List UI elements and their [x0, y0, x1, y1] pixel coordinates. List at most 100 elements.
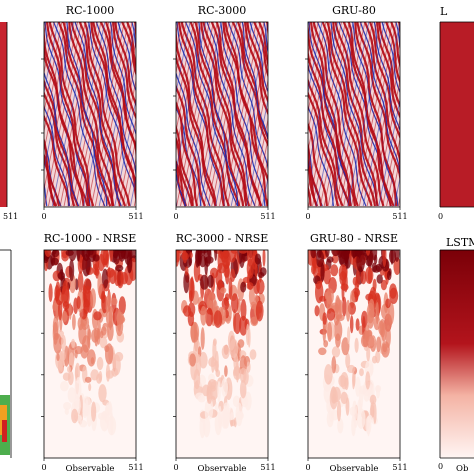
field-streak [108, 22, 136, 137]
error-blob [326, 256, 334, 263]
field-streak [246, 97, 268, 207]
field-streak [358, 22, 397, 207]
error-panel-3: GRU-80 - NRSE 0 511 Observable [305, 232, 408, 474]
field-streak [227, 22, 268, 173]
error-blob [257, 272, 265, 278]
error-blob [48, 283, 53, 303]
field-streak [238, 58, 268, 207]
error-blob [61, 334, 66, 352]
field-streak [95, 22, 136, 183]
field-streak [176, 158, 187, 207]
error-blob [329, 387, 338, 410]
error-blob [228, 277, 233, 300]
field-streak [308, 22, 323, 95]
field-streak [180, 22, 218, 207]
error-blob [101, 326, 107, 336]
error-blob [262, 250, 266, 267]
error-blob [224, 293, 230, 302]
field-streak [397, 195, 400, 207]
error-blob [74, 346, 83, 355]
field-streak [390, 22, 400, 68]
field-streak [202, 22, 251, 207]
error-blob [345, 352, 351, 369]
error-blob [352, 371, 355, 390]
error-blob [217, 381, 221, 403]
partial-left-field [0, 22, 7, 207]
field-streak [65, 22, 108, 207]
field-streak [394, 22, 400, 50]
x-tick-label: 0 [41, 463, 46, 472]
field-streak [122, 136, 136, 207]
field-streak [63, 22, 102, 207]
x-tick-label: 511 [128, 463, 143, 472]
error-blob [221, 378, 229, 397]
panel-frame [175, 21, 269, 208]
field-streak [99, 22, 136, 150]
error-blob [63, 402, 72, 410]
error-blob [331, 254, 339, 264]
error-blob [239, 379, 247, 399]
field-streak [195, 22, 234, 207]
error-blob [105, 295, 110, 314]
error-blob [376, 385, 380, 399]
partial-right-title-top: L [440, 5, 448, 18]
field-panel-3: GRU-80 0 511 [305, 4, 408, 221]
error-blob [71, 338, 76, 349]
field-streak [44, 22, 67, 134]
x-tick-label: 511 [260, 463, 275, 472]
error-blob [82, 253, 91, 277]
field-streak [98, 22, 136, 207]
error-blob [197, 395, 206, 403]
field-streak [343, 22, 381, 207]
error-blob [373, 254, 378, 265]
field-streak [308, 22, 311, 36]
field-streak [390, 156, 400, 207]
error-blob [367, 414, 373, 424]
error-blob [101, 411, 108, 421]
field-streak [308, 185, 312, 207]
error-blob [220, 287, 227, 294]
x-tick-label: 511 [128, 212, 143, 221]
error-blob [351, 414, 356, 437]
field-streak [308, 22, 335, 153]
field-streak [176, 22, 210, 192]
field-streak [378, 97, 400, 207]
error-blob [340, 283, 349, 291]
field-streak [44, 137, 60, 207]
field-streak [222, 22, 261, 207]
field-streak [176, 22, 195, 114]
error-blob [394, 250, 400, 262]
error-blob [237, 339, 245, 348]
error-blob [354, 337, 359, 353]
error-blob [230, 412, 234, 421]
panel-frame [43, 21, 137, 208]
error-blob [235, 358, 239, 383]
field-streak [44, 22, 71, 153]
field-streak [180, 22, 230, 207]
field-streak [176, 22, 214, 207]
error-blob [68, 302, 72, 320]
field-streak [226, 22, 265, 207]
field-streak [331, 22, 370, 207]
field-streak [44, 113, 71, 207]
error-blob [371, 262, 377, 273]
field-streak [308, 89, 340, 207]
field-streak [78, 22, 127, 207]
field-streak [199, 22, 238, 207]
field-streak [250, 117, 268, 207]
error-blob [118, 296, 126, 315]
error-blob [322, 312, 327, 326]
error-blob [200, 305, 207, 326]
error-blob [53, 333, 60, 340]
error-blob [213, 310, 223, 328]
field-streak [176, 22, 207, 173]
field-streak [176, 47, 217, 207]
error-blob [120, 272, 129, 285]
field-streak [57, 22, 112, 207]
field-streak [398, 22, 400, 39]
error-blob [60, 353, 64, 362]
error-blob [385, 298, 391, 309]
error-blob [184, 266, 189, 276]
field-streak [359, 22, 400, 181]
error-blob [188, 277, 195, 302]
